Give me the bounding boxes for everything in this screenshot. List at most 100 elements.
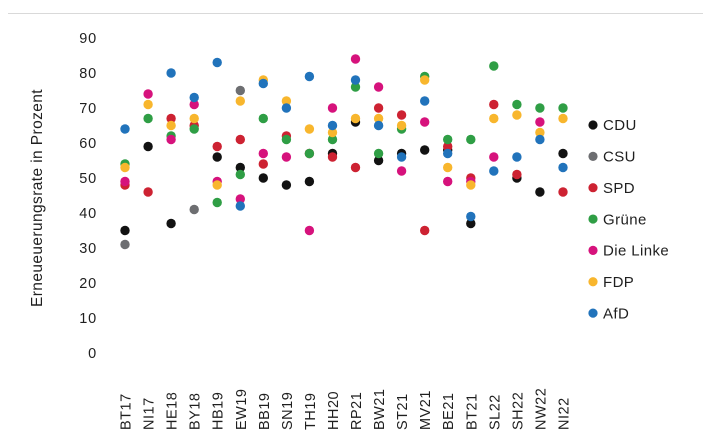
data-point-spd	[373, 103, 384, 113]
data-point-csu	[120, 239, 130, 250]
data-point-fdp	[443, 162, 453, 173]
data-point-grüne	[350, 82, 361, 92]
data-point-die-linke	[535, 117, 545, 127]
x-tick-label: HH20	[326, 391, 342, 430]
data-point-afd	[535, 134, 545, 145]
legend-swatch-icon	[588, 277, 598, 287]
data-point-spd	[350, 162, 361, 173]
x-tick-label: MV21	[418, 390, 434, 430]
data-point-afd	[212, 57, 222, 68]
data-point-afd	[373, 120, 384, 131]
data-point-fdp	[281, 96, 292, 106]
legend-swatch-icon	[588, 308, 598, 318]
legend-swatch-icon	[588, 151, 598, 161]
data-point-die-linke	[489, 152, 499, 162]
x-tick-label: BY18	[188, 393, 204, 430]
x-tick-label: SN19	[280, 392, 296, 430]
data-point-fdp	[420, 75, 430, 85]
data-point-spd	[443, 141, 453, 152]
data-point-grüne	[512, 99, 522, 110]
data-point-die-linke	[396, 166, 407, 176]
data-point-spd	[489, 99, 499, 110]
y-tick-label: 70	[79, 101, 97, 117]
data-point-die-linke	[166, 134, 176, 145]
data-point-fdp	[373, 113, 384, 124]
data-point-afd	[120, 124, 130, 134]
x-tick-label: BW21	[372, 389, 388, 431]
y-axis-title: Erneueuerungsrate in Prozent	[29, 89, 46, 307]
data-point-fdp	[327, 127, 338, 138]
x-tick-label: HB19	[211, 392, 227, 430]
data-point-afd	[396, 152, 407, 162]
data-point-afd	[189, 92, 199, 103]
x-tick-label: HE18	[165, 392, 181, 430]
data-point-grüne	[535, 103, 545, 113]
legend-label: CSU	[603, 149, 636, 166]
x-tick-label: ST21	[395, 393, 411, 430]
data-point-grüne	[143, 113, 153, 124]
x-tick-label: SH22	[510, 392, 526, 430]
data-point-die-linke	[235, 194, 245, 204]
data-point-afd	[443, 148, 453, 159]
data-point-grüne	[281, 134, 292, 145]
data-point-cdu	[235, 162, 245, 173]
legend-swatch-icon	[588, 245, 598, 255]
data-point-fdp	[143, 99, 153, 110]
data-point-afd	[350, 75, 361, 85]
x-tick-label: BE21	[441, 393, 457, 430]
data-point-fdp	[120, 162, 130, 173]
data-point-cdu	[120, 225, 130, 236]
data-point-cdu	[466, 218, 476, 229]
data-point-spd	[512, 169, 522, 180]
data-point-die-linke	[120, 176, 130, 187]
data-point-fdp	[166, 120, 176, 131]
data-point-afd	[166, 68, 176, 78]
data-point-cdu	[558, 148, 568, 159]
x-tick-label: NW22	[533, 388, 549, 430]
data-point-die-linke	[143, 89, 153, 99]
data-point-die-linke	[327, 103, 338, 113]
data-point-afd	[235, 201, 245, 211]
x-tick-label: SL22	[487, 394, 503, 430]
data-point-cdu	[420, 145, 430, 155]
data-point-spd	[235, 134, 245, 145]
data-point-grüne	[466, 134, 476, 145]
data-point-spd	[258, 159, 268, 169]
data-point-csu	[189, 204, 199, 215]
data-point-spd	[212, 141, 222, 152]
y-tick-label: 40	[79, 206, 97, 222]
legend-swatch-icon	[588, 120, 598, 130]
data-point-spd	[558, 187, 568, 197]
x-tick-label: TH19	[303, 393, 319, 430]
data-point-grüne	[373, 148, 384, 159]
data-point-cdu	[281, 180, 292, 190]
legend-label: SPD	[603, 180, 635, 197]
x-tick-label: BT17	[119, 393, 135, 430]
data-point-fdp	[235, 96, 245, 106]
y-tick-label: 0	[88, 346, 97, 362]
y-tick-label: 10	[79, 311, 97, 327]
data-point-grüne	[189, 124, 199, 134]
data-point-grüne	[327, 134, 338, 145]
data-point-die-linke	[281, 152, 292, 162]
legend-label: Grüne	[603, 211, 647, 228]
y-tick-label: 90	[79, 31, 97, 47]
data-point-die-linke	[350, 54, 361, 64]
data-point-spd	[143, 187, 153, 197]
data-point-fdp	[489, 113, 499, 124]
legend-label: AfD	[603, 305, 629, 322]
legend-label: Die Linke	[603, 243, 669, 260]
data-point-fdp	[189, 113, 199, 124]
data-point-die-linke	[420, 117, 430, 127]
data-point-spd	[166, 113, 176, 124]
data-point-grüne	[258, 113, 268, 124]
data-point-grüne	[212, 197, 222, 208]
y-tick-label: 30	[79, 241, 97, 257]
legend-swatch-icon	[588, 183, 598, 193]
legend-label: CDU	[603, 117, 637, 134]
data-point-csu	[235, 85, 245, 96]
data-point-die-linke	[189, 99, 199, 110]
data-point-grüne	[235, 169, 245, 180]
